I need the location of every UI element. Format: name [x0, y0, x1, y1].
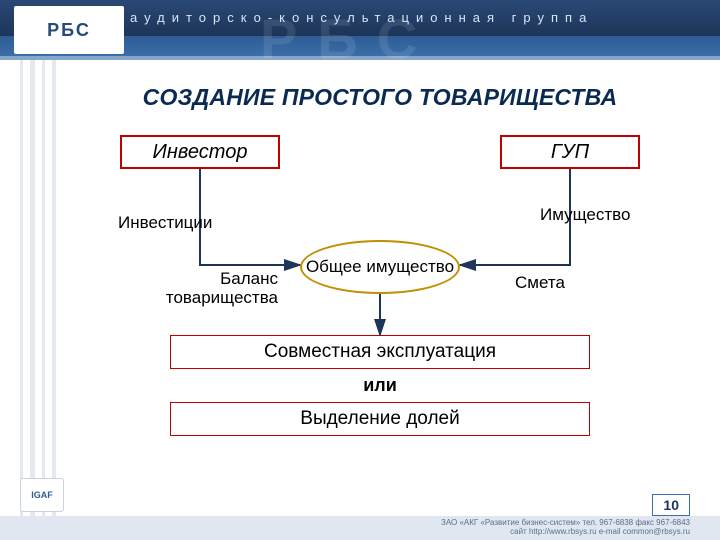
- footer-line-2: сайт http://www.rbsys.ru e-mail common@r…: [0, 528, 690, 537]
- node-common-property-label: Общее имущество: [306, 258, 454, 277]
- footer: ЗАО «АКГ «Развитие бизнес-систем» тел. 9…: [0, 516, 720, 540]
- node-allocate-shares: Выделение долей: [170, 402, 590, 436]
- node-or: или: [170, 375, 590, 396]
- logo: РБС: [14, 6, 124, 54]
- content-area: СОЗДАНИЕ ПРОСТОГО ТОВАРИЩЕСТВА Инвестор …: [80, 70, 680, 500]
- label-investments: Инвестиции: [118, 213, 212, 233]
- label-smeta: Смета: [515, 273, 565, 293]
- node-investor: Инвестор: [120, 135, 280, 169]
- label-balance: Баланстоварищества: [158, 270, 278, 307]
- footer-badge: IGAF: [20, 478, 64, 512]
- label-property: Имущество: [540, 205, 630, 225]
- edge-investor-common: [200, 169, 300, 265]
- node-common-property: Общее имущество: [300, 240, 460, 294]
- header: аудиторско-консультационная группа РБС Р…: [0, 0, 720, 60]
- slide: аудиторско-консультационная группа РБС Р…: [0, 0, 720, 540]
- diagram: Инвестор ГУП Инвестиции Имущество Общее …: [100, 135, 660, 415]
- header-thinbar: [0, 56, 720, 60]
- node-gup: ГУП: [500, 135, 640, 169]
- slide-title: СОЗДАНИЕ ПРОСТОГО ТОВАРИЩЕСТВА: [80, 84, 680, 111]
- page-number: 10: [652, 494, 690, 516]
- node-joint-exploitation: Совместная эксплуатация: [170, 335, 590, 369]
